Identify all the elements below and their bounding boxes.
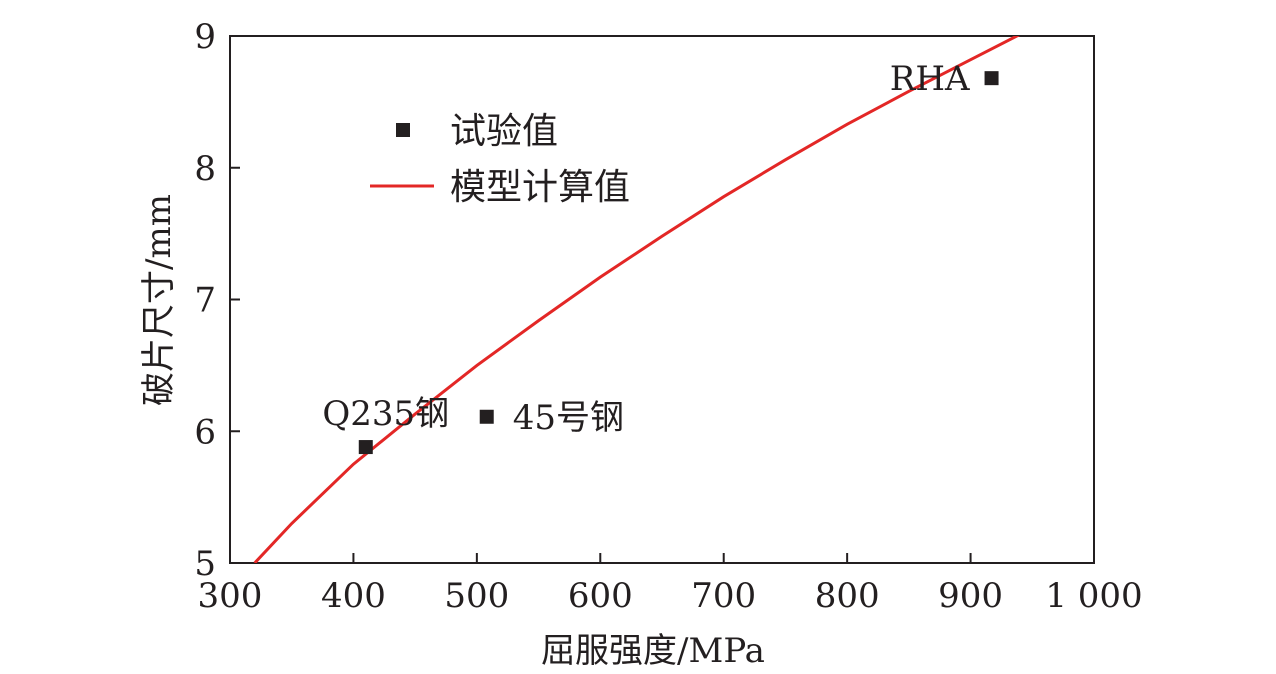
y-axis-label: 破片尺寸/mm (139, 194, 179, 406)
series-layer: Q235钢 45号钢 RHA (253, 36, 1021, 563)
x-tick-label: 1 000 (1045, 576, 1142, 616)
x-tick-label: 900 (938, 576, 1003, 616)
y-tick-label: 7 (194, 281, 216, 321)
y-tick-label: 8 (194, 149, 216, 189)
x-tick-label: 400 (321, 576, 386, 616)
legend-label: 模型计算值 (450, 167, 630, 208)
data-point-marker (984, 71, 999, 86)
model-curve-line (253, 36, 1021, 563)
x-tick-label: 700 (691, 576, 756, 616)
plot-frame (229, 35, 1095, 564)
x-axis-ticks: 300 400 500 600 700 800 900 1 000 (198, 553, 1143, 616)
legend-label: 试验值 (450, 111, 558, 152)
data-point-label: 45号钢 (513, 398, 624, 438)
data-point-marker (479, 409, 494, 424)
x-tick-label: 500 (444, 576, 509, 616)
x-tick-label: 800 (815, 576, 880, 616)
y-tick-label: 5 (194, 544, 216, 584)
x-axis-label: 屈服强度/MPa (541, 631, 765, 671)
y-tick-label: 9 (194, 17, 216, 57)
legend-marker-square (396, 123, 410, 137)
x-tick-label: 600 (568, 576, 633, 616)
y-axis-ticks: 5 6 7 8 9 (194, 17, 240, 584)
y-tick-label: 6 (194, 412, 216, 452)
data-point-label: RHA (890, 59, 970, 99)
data-point-label: Q235钢 (322, 394, 449, 434)
x-tick-label: 300 (198, 576, 263, 616)
data-point-marker (358, 440, 373, 455)
